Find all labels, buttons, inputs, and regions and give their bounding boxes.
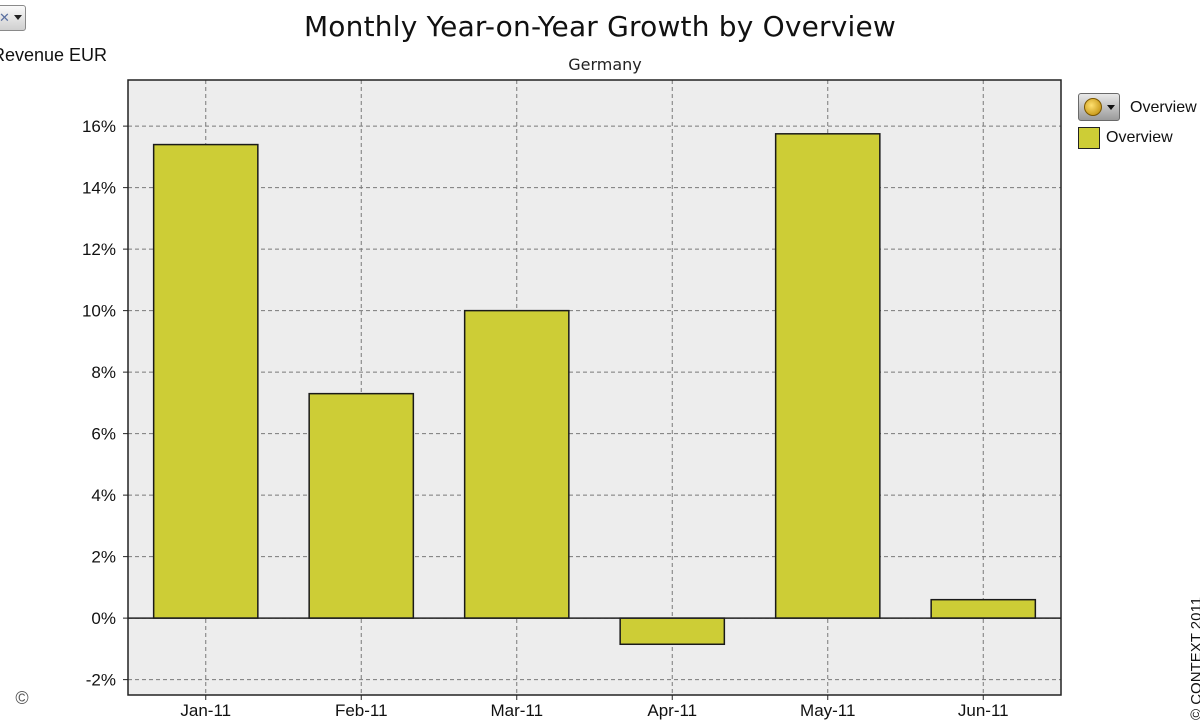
y-tick-label: 2%	[91, 548, 116, 567]
y-tick-label: 10%	[82, 302, 116, 321]
y-tick-label: -2%	[86, 671, 116, 690]
bar	[463, 309, 570, 619]
bar	[152, 143, 259, 619]
plot-area	[128, 80, 1061, 695]
measure-label: Revenue EUR	[0, 45, 108, 65]
plot-frame	[127, 79, 1062, 696]
chart-subtitle: Germany	[568, 55, 642, 74]
chart-title: Monthly Year-on-Year Growth by Overview	[303, 10, 897, 43]
y-tick-label: 8%	[91, 363, 116, 382]
y-tick-label: 4%	[91, 486, 116, 505]
y-tick-label: 16%	[82, 117, 116, 136]
y-tick-label: 12%	[82, 240, 116, 259]
excel-icon: ✕	[0, 10, 10, 25]
measure-selector-button[interactable]: ✕	[0, 5, 26, 31]
y-tick-label: 6%	[91, 425, 116, 444]
x-tick-label: Jan-11	[180, 701, 231, 720]
x-tick-label: Feb-11	[335, 701, 388, 720]
legend-label: Overview	[1106, 129, 1173, 146]
coin-icon	[1084, 98, 1102, 116]
y-tick-label: 14%	[82, 179, 116, 198]
bar	[619, 617, 726, 646]
x-tick-label: Jun-11	[958, 701, 1009, 720]
bar	[774, 133, 881, 619]
legend-swatch	[1078, 127, 1100, 149]
x-tick-label: Mar-11	[490, 701, 543, 720]
copyright-icon[interactable]: ©	[15, 688, 29, 708]
y-tick-label: 0%	[91, 609, 116, 628]
chevron-down-icon	[1107, 105, 1115, 110]
bar	[930, 598, 1037, 619]
x-tick-label: May-11	[800, 701, 855, 720]
bar	[308, 392, 415, 619]
x-tick-label: Apr-11	[647, 701, 697, 720]
series-selector-label[interactable]: Overview	[1130, 99, 1197, 116]
series-selector-button[interactable]	[1078, 93, 1120, 121]
chevron-down-icon	[14, 15, 22, 20]
